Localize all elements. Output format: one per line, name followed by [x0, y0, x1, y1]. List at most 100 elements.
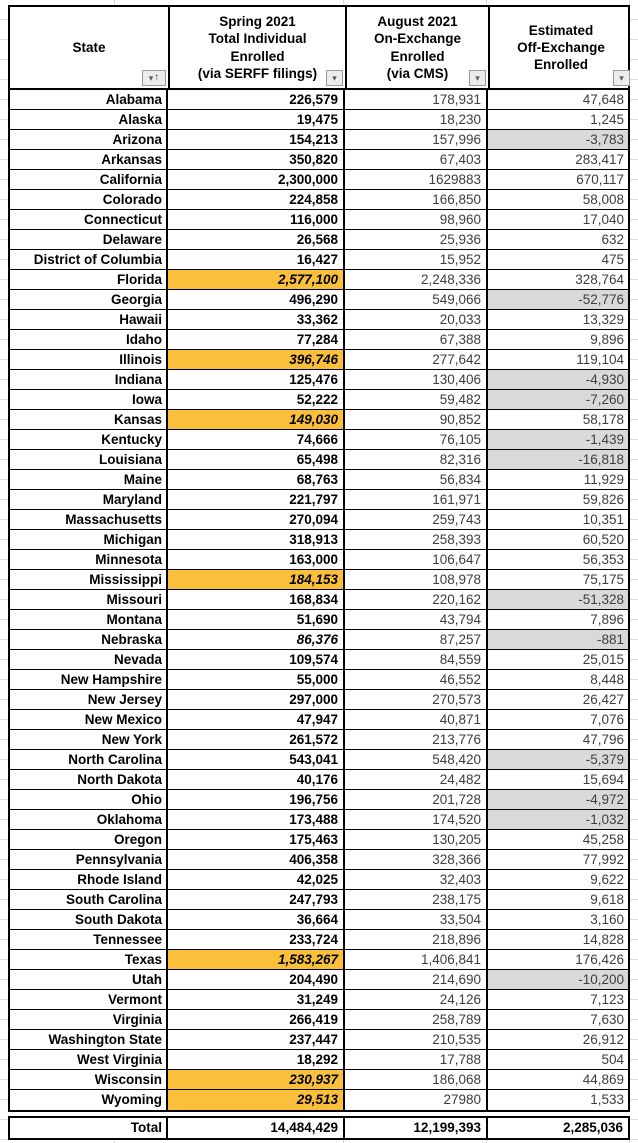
state-cell[interactable]: Ohio — [10, 790, 168, 809]
column-header-estimated-off-exchange[interactable]: Estimated Off-Exchange Enrolled ▾ — [490, 7, 632, 88]
august-enrolled-cell[interactable]: 549,066 — [345, 290, 488, 309]
estimated-off-exchange-cell[interactable]: 56,353 — [582, 552, 624, 567]
estimated-off-exchange-cell[interactable]: -4,972 — [488, 790, 628, 809]
spring-enrolled-cell[interactable]: 224,858 — [168, 190, 345, 209]
spring-enrolled-cell[interactable]: 406,358 — [168, 850, 345, 869]
state-cell[interactable]: Kansas — [10, 410, 168, 429]
spring-enrolled-cell[interactable]: 204,490 — [168, 970, 345, 989]
estimated-off-exchange-cell[interactable]: 13,329 — [582, 312, 624, 327]
estimated-off-exchange-cell[interactable]: -7,260 — [488, 390, 628, 409]
estimated-off-exchange-cell[interactable]: 59,826 — [582, 492, 624, 507]
august-enrolled-cell[interactable]: 67,403 — [345, 150, 488, 169]
estimated-off-exchange-cell[interactable]: 26,912 — [582, 1032, 624, 1047]
spring-enrolled-cell[interactable]: 42,025 — [168, 870, 345, 889]
state-cell[interactable]: New Hampshire — [10, 670, 168, 689]
state-cell[interactable]: New Mexico — [10, 710, 168, 729]
august-enrolled-cell[interactable]: 17,788 — [345, 1050, 488, 1069]
august-enrolled-cell[interactable]: 18,230 — [345, 110, 488, 129]
august-enrolled-cell[interactable]: 25,936 — [345, 230, 488, 249]
state-cell[interactable]: Tennessee — [10, 930, 168, 949]
state-cell[interactable]: District of Columbia — [10, 250, 168, 269]
spring-enrolled-cell[interactable]: 173,488 — [168, 810, 345, 829]
estimated-off-exchange-cell[interactable]: 14,828 — [582, 932, 624, 947]
estimated-off-exchange-cell[interactable]: 119,104 — [576, 352, 624, 367]
spring-enrolled-cell[interactable]: 266,419 — [168, 1010, 345, 1029]
spring-enrolled-cell[interactable]: 543,041 — [168, 750, 345, 769]
estimated-off-exchange-cell[interactable]: 7,630 — [590, 1012, 624, 1027]
estimated-off-exchange-cell[interactable]: 44,869 — [582, 1072, 624, 1087]
spring-enrolled-cell[interactable]: 65,498 — [168, 450, 345, 469]
spring-enrolled-cell[interactable]: 184,153 — [168, 570, 345, 589]
state-cell[interactable]: Rhode Island — [10, 870, 168, 889]
state-cell[interactable]: Maine — [10, 470, 168, 489]
state-cell[interactable]: Louisiana — [10, 450, 168, 469]
estimated-off-exchange-cell[interactable]: 7,123 — [590, 992, 624, 1007]
state-cell[interactable]: Vermont — [10, 990, 168, 1009]
state-cell[interactable]: Missouri — [10, 590, 168, 609]
state-cell[interactable]: Oklahoma — [10, 810, 168, 829]
spring-enrolled-cell[interactable]: 261,572 — [168, 730, 345, 749]
estimated-off-exchange-cell[interactable]: 328,764 — [575, 272, 624, 287]
august-enrolled-cell[interactable]: 40,871 — [345, 710, 488, 729]
state-cell[interactable]: South Carolina — [10, 890, 168, 909]
state-cell[interactable]: Alabama — [10, 90, 168, 109]
august-enrolled-cell[interactable]: 548,420 — [345, 750, 488, 769]
estimated-off-exchange-cell[interactable]: 632 — [601, 232, 624, 247]
august-enrolled-cell[interactable]: 67,388 — [345, 330, 488, 349]
state-cell[interactable]: Georgia — [10, 290, 168, 309]
spring-enrolled-cell[interactable]: 396,746 — [168, 350, 345, 369]
spring-enrolled-cell[interactable]: 2,300,000 — [168, 170, 345, 189]
filter-dropdown-icon[interactable]: ▾ — [326, 70, 343, 86]
august-enrolled-cell[interactable]: 218,896 — [345, 930, 488, 949]
estimated-off-exchange-cell[interactable]: 60,520 — [582, 532, 624, 547]
state-cell[interactable]: Wyoming — [10, 1090, 168, 1110]
august-enrolled-cell[interactable]: 1,406,841 — [345, 950, 488, 969]
filter-dropdown-icon[interactable]: ▾ — [469, 70, 486, 86]
august-enrolled-cell[interactable]: 76,105 — [345, 430, 488, 449]
state-cell[interactable]: Delaware — [10, 230, 168, 249]
estimated-off-exchange-cell[interactable]: 3,160 — [590, 912, 624, 927]
estimated-off-exchange-cell[interactable]: 26,427 — [582, 692, 624, 707]
spring-enrolled-cell[interactable]: 196,756 — [168, 790, 345, 809]
spring-enrolled-cell[interactable]: 29,513 — [168, 1090, 345, 1110]
august-enrolled-cell[interactable]: 130,406 — [345, 370, 488, 389]
august-enrolled-cell[interactable]: 213,776 — [345, 730, 488, 749]
august-enrolled-cell[interactable]: 277,642 — [345, 350, 488, 369]
state-cell[interactable]: Florida — [10, 270, 168, 289]
spring-enrolled-cell[interactable]: 1,583,267 — [168, 950, 345, 969]
estimated-off-exchange-cell[interactable]: 47,796 — [582, 732, 624, 747]
august-enrolled-cell[interactable]: 90,852 — [345, 410, 488, 429]
august-enrolled-cell[interactable]: 186,068 — [345, 1070, 488, 1089]
august-enrolled-cell[interactable]: 178,931 — [345, 90, 488, 109]
spring-enrolled-cell[interactable]: 68,763 — [168, 470, 345, 489]
estimated-off-exchange-cell[interactable]: -52,776 — [488, 290, 628, 309]
state-cell[interactable]: Nevada — [10, 650, 168, 669]
august-enrolled-cell[interactable]: 214,690 — [345, 970, 488, 989]
state-cell[interactable]: Indiana — [10, 370, 168, 389]
estimated-off-exchange-cell[interactable]: 58,178 — [582, 412, 624, 427]
spring-enrolled-cell[interactable]: 233,724 — [168, 930, 345, 949]
august-enrolled-cell[interactable]: 161,971 — [345, 490, 488, 509]
august-enrolled-cell[interactable]: 24,126 — [345, 990, 488, 1009]
estimated-off-exchange-cell[interactable]: -3,783 — [488, 130, 628, 149]
spring-enrolled-cell[interactable]: 18,292 — [168, 1050, 345, 1069]
state-cell[interactable]: Washington State — [10, 1030, 168, 1049]
august-enrolled-cell[interactable]: 238,175 — [345, 890, 488, 909]
spring-enrolled-cell[interactable]: 175,463 — [168, 830, 345, 849]
state-cell[interactable]: Pennsylvania — [10, 850, 168, 869]
state-cell[interactable]: Montana — [10, 610, 168, 629]
spring-enrolled-cell[interactable]: 163,000 — [168, 550, 345, 569]
estimated-off-exchange-cell[interactable]: 11,929 — [583, 472, 624, 487]
spring-enrolled-cell[interactable]: 116,000 — [168, 210, 345, 229]
august-enrolled-cell[interactable]: 157,996 — [345, 130, 488, 149]
spring-enrolled-cell[interactable]: 226,579 — [168, 90, 345, 109]
state-cell[interactable]: Minnesota — [10, 550, 168, 569]
estimated-off-exchange-cell[interactable]: 25,015 — [582, 652, 624, 667]
spring-enrolled-cell[interactable]: 270,094 — [168, 510, 345, 529]
august-enrolled-cell[interactable]: 106,647 — [345, 550, 488, 569]
state-cell[interactable]: Oregon — [10, 830, 168, 849]
august-enrolled-cell[interactable]: 27980 — [345, 1090, 488, 1110]
estimated-off-exchange-cell[interactable]: 176,426 — [575, 952, 624, 967]
column-header-spring-enrolled[interactable]: Spring 2021 Total Individual Enrolled (v… — [170, 7, 347, 88]
filter-dropdown-icon[interactable]: ▾ — [613, 70, 630, 86]
